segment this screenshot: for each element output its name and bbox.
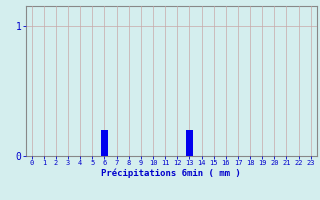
X-axis label: Précipitations 6min ( mm ): Précipitations 6min ( mm ): [101, 169, 241, 178]
Bar: [186, 130, 193, 156]
Bar: [101, 130, 108, 156]
